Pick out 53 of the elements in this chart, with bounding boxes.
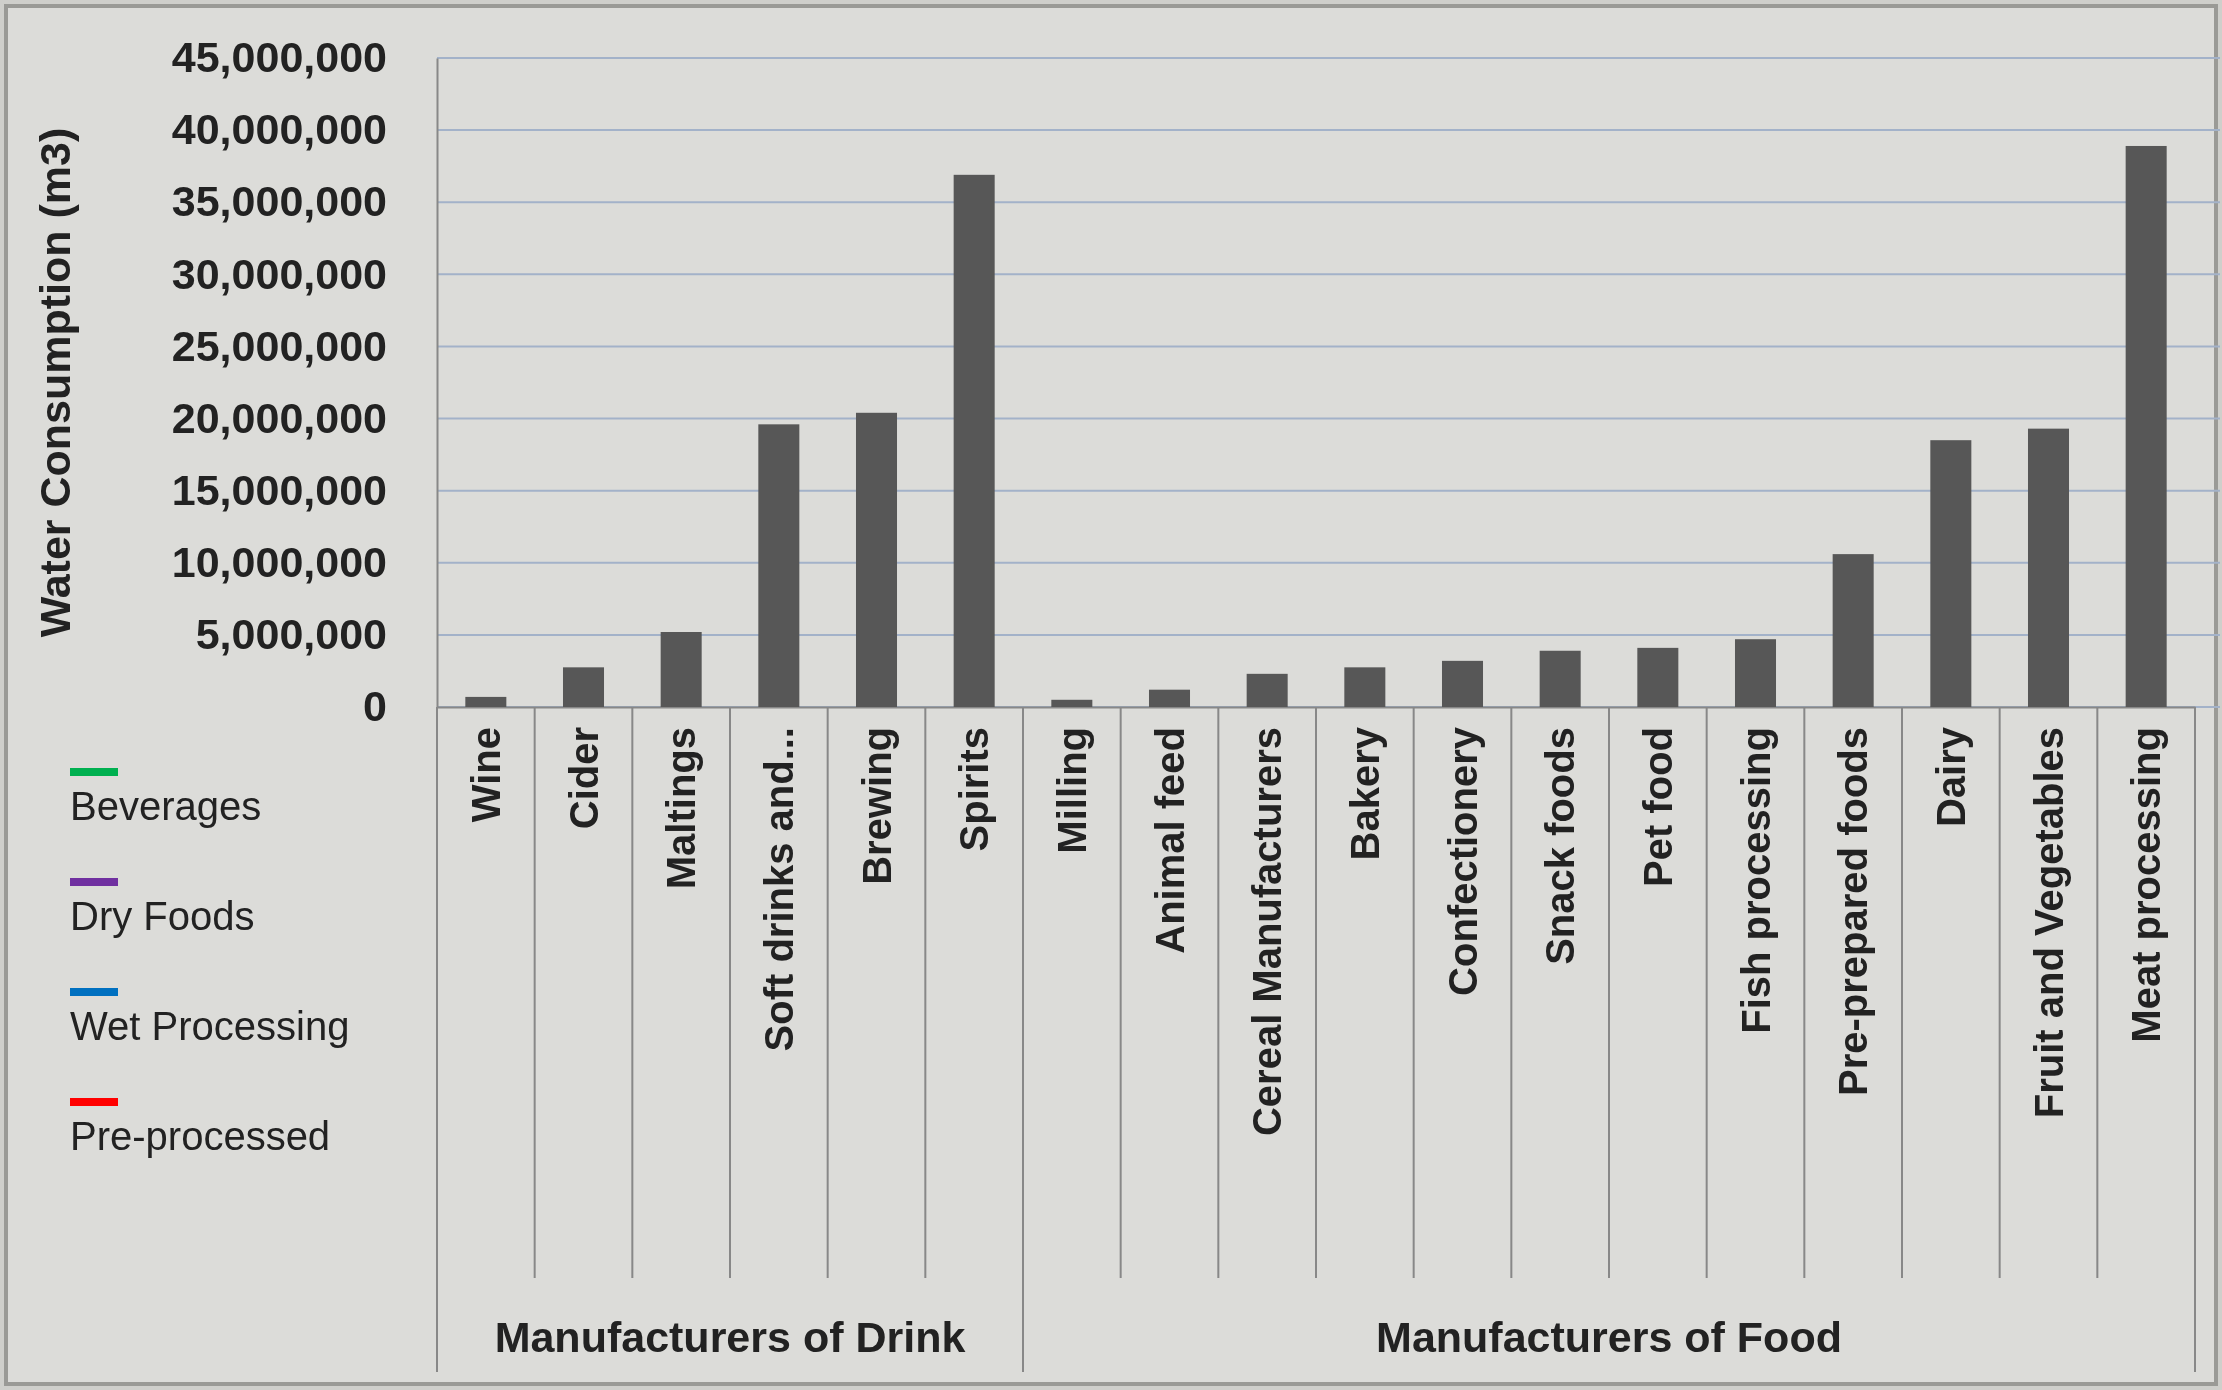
x-tick-label: Milling xyxy=(1049,727,1094,854)
x-tick-label: Dairy xyxy=(1928,726,1973,828)
x-tick-label: Cider xyxy=(561,727,606,830)
y-tick-label: 5,000,000 xyxy=(195,610,387,659)
bar xyxy=(660,632,702,707)
bar xyxy=(1637,647,1679,707)
bar xyxy=(1148,689,1191,707)
text: Manufacturers of Food xyxy=(1376,1313,1842,1361)
x-tick-label: Pre-prepared foods xyxy=(1831,727,1876,1096)
legend-label: Dry Foods xyxy=(70,894,255,938)
x-tick-label: Bakery xyxy=(1342,726,1387,861)
y-tick-label: 10,000,000 xyxy=(171,538,387,587)
x-tick-label: Pet food xyxy=(1635,727,1680,887)
x-tick-label: Maltings xyxy=(659,727,704,890)
bar xyxy=(855,412,898,707)
y-tick-label: 35,000,000 xyxy=(171,177,387,226)
x-tick-label: Cereal Manufacturers xyxy=(1245,727,1290,1137)
legend-label: Wet Processing xyxy=(70,1004,350,1048)
bar xyxy=(1734,639,1777,707)
bar xyxy=(1246,673,1288,707)
bar xyxy=(2125,145,2167,707)
bar xyxy=(1441,660,1484,707)
y-tick-label: 20,000,000 xyxy=(171,393,387,442)
legend-label: Pre-processed xyxy=(70,1114,331,1158)
y-tick-label: 30,000,000 xyxy=(171,249,387,298)
bar xyxy=(758,424,800,707)
text: Manufacturers of Drink xyxy=(494,1313,966,1361)
x-tick-label: Fish processing xyxy=(1733,727,1778,1034)
x-tick-label: Confectionery xyxy=(1440,726,1485,996)
bar xyxy=(953,174,995,707)
x-tick-label: Meat processing xyxy=(2124,727,2169,1043)
x-tick-label: Spirits xyxy=(952,727,997,852)
x-tick-label: Fruit and Vegetables xyxy=(2026,727,2071,1119)
bar xyxy=(1539,650,1581,707)
x-tick-label: Wine xyxy=(463,727,508,823)
bar xyxy=(1930,440,1972,707)
bar xyxy=(1051,699,1093,707)
y-tick-label: 0 xyxy=(363,682,387,731)
y-tick-label: 45,000,000 xyxy=(171,33,387,82)
x-tick-label: Soft drinks and... xyxy=(756,727,801,1052)
x-tick-label: Snack foods xyxy=(1538,727,1583,965)
x-tick-label: Brewing xyxy=(854,727,899,885)
y-axis-title: Water Consumption (m3) xyxy=(31,127,79,638)
bar xyxy=(1344,667,1386,707)
bar xyxy=(2027,428,2070,707)
bar xyxy=(1832,554,1874,707)
legend-label: Beverages xyxy=(70,784,262,828)
y-tick-label: 15,000,000 xyxy=(171,465,387,514)
bar xyxy=(562,667,605,707)
y-tick-label: 25,000,000 xyxy=(171,321,387,370)
bar xyxy=(465,696,507,707)
y-tick-label: 40,000,000 xyxy=(171,105,387,154)
x-tick-label: Animal feed xyxy=(1147,727,1192,954)
